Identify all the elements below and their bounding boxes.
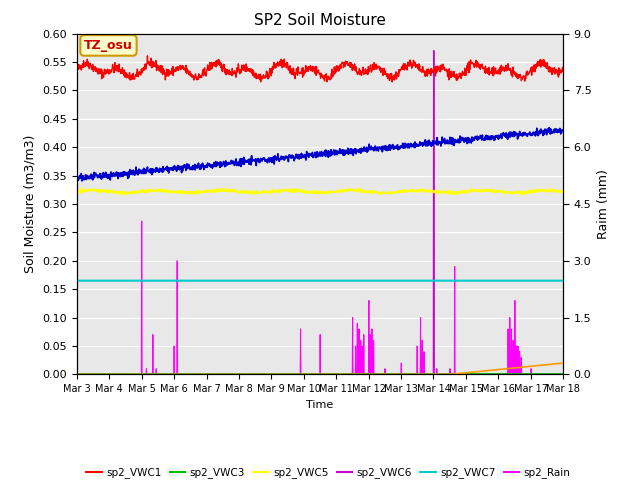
Legend: sp2_VWC1, sp2_VWC2, sp2_VWC3, sp2_VWC4, sp2_VWC5, sp2_VWC6, sp2_VWC7, sp2_Rain: sp2_VWC1, sp2_VWC2, sp2_VWC3, sp2_VWC4, … bbox=[82, 463, 575, 480]
Y-axis label: Soil Moisture (m3/m3): Soil Moisture (m3/m3) bbox=[24, 135, 36, 273]
Title: SP2 Soil Moisture: SP2 Soil Moisture bbox=[254, 13, 386, 28]
Y-axis label: Raim (mm): Raim (mm) bbox=[597, 169, 610, 239]
Text: TZ_osu: TZ_osu bbox=[84, 39, 133, 52]
X-axis label: Time: Time bbox=[307, 400, 333, 409]
